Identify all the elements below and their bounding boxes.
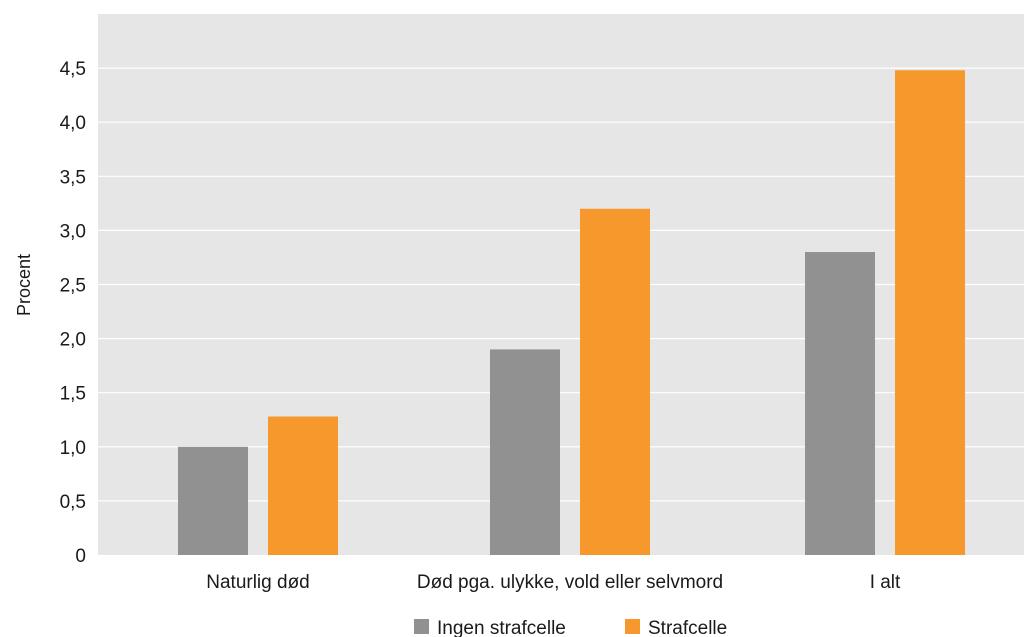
category-label: I alt <box>870 572 901 593</box>
y-tick-label: 1,5 <box>60 384 86 405</box>
y-tick-label: 3,5 <box>60 167 86 188</box>
legend: Ingen strafcelle Strafcelle <box>414 618 727 637</box>
bar-ingen-strafcelle-0 <box>178 446 248 555</box>
legend-swatch <box>414 619 429 634</box>
bar-strafcelle-2 <box>895 70 965 555</box>
y-tick-label: 2,0 <box>60 330 86 351</box>
legend-swatch <box>625 619 640 634</box>
y-tick-label: 0 <box>75 546 86 567</box>
y-tick-label: 1,0 <box>60 438 86 459</box>
category-label: Naturlig død <box>206 572 310 593</box>
bar-strafcelle-0 <box>268 416 338 555</box>
bar-strafcelle-1 <box>580 208 650 555</box>
legend-label: Strafcelle <box>648 618 727 637</box>
legend-label: Ingen strafcelle <box>437 618 566 637</box>
bar-ingen-strafcelle-1 <box>490 349 560 555</box>
bars <box>178 70 965 556</box>
category-labels: Naturlig død Død pga. ulykke, vold eller … <box>206 572 901 593</box>
y-tick-label: 3,0 <box>60 221 86 242</box>
y-tick-label: 4,5 <box>60 59 86 80</box>
gridlines <box>98 67 1024 502</box>
category-label: Død pga. ulykke, vold eller selvmord <box>417 572 723 593</box>
bar-ingen-strafcelle-2 <box>805 252 875 556</box>
y-tick-label: 0,5 <box>60 492 86 513</box>
y-tick-label: 4,0 <box>60 113 86 134</box>
y-axis-ticks: 0 0,5 1,0 1,5 2,0 2,5 3,0 3,5 4,0 4,5 <box>60 59 86 567</box>
y-axis-title: Procent <box>14 254 34 316</box>
y-tick-label: 2,5 <box>60 276 86 297</box>
